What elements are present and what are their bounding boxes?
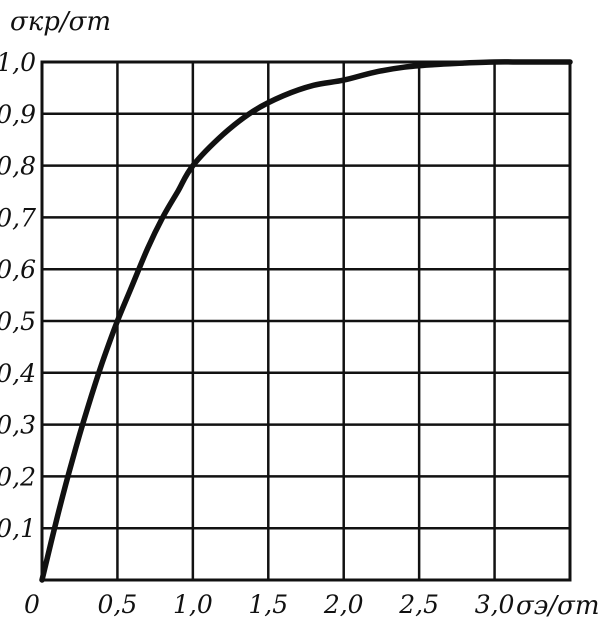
y-tick-label: 0,5 bbox=[0, 307, 36, 336]
series-line bbox=[39, 59, 573, 583]
x-tick-label: 1,0 bbox=[173, 590, 213, 619]
x-tick-label: 0,5 bbox=[98, 590, 138, 619]
x-tick-label: 1,5 bbox=[248, 590, 288, 619]
plot-frame bbox=[40, 60, 572, 582]
y-axis-title: σкр/σт bbox=[10, 7, 111, 37]
y-tick-label: 0,1 bbox=[0, 514, 36, 543]
x-tick-labels: 0 0,5 1,0 1,5 2,0 2,5 3,0 bbox=[24, 590, 515, 619]
y-grid bbox=[42, 112, 570, 530]
y-tick-label: 1,0 bbox=[0, 48, 36, 77]
y-tick-label: 0,3 bbox=[0, 411, 36, 440]
y-tick-labels: 0,1 0,2 0,3 0,4 0,5 0,6 0,7 0,8 0,9 1,0 bbox=[0, 48, 36, 543]
y-tick-label: 0,8 bbox=[0, 152, 36, 181]
x-tick-label: 2,5 bbox=[398, 590, 439, 619]
y-tick-label: 0,7 bbox=[0, 203, 36, 232]
x-axis-title: σэ/σт bbox=[516, 591, 599, 621]
y-tick-label: 0,4 bbox=[0, 359, 36, 388]
x-tick-label: 0 bbox=[24, 590, 40, 619]
x-tick-label: 2,0 bbox=[323, 590, 364, 619]
y-tick-label: 0,6 bbox=[0, 255, 36, 284]
series-group bbox=[39, 59, 573, 583]
y-tick-label: 0,2 bbox=[0, 462, 36, 491]
x-tick-label: 3,0 bbox=[475, 590, 515, 619]
y-tick-label: 0,9 bbox=[0, 100, 36, 129]
